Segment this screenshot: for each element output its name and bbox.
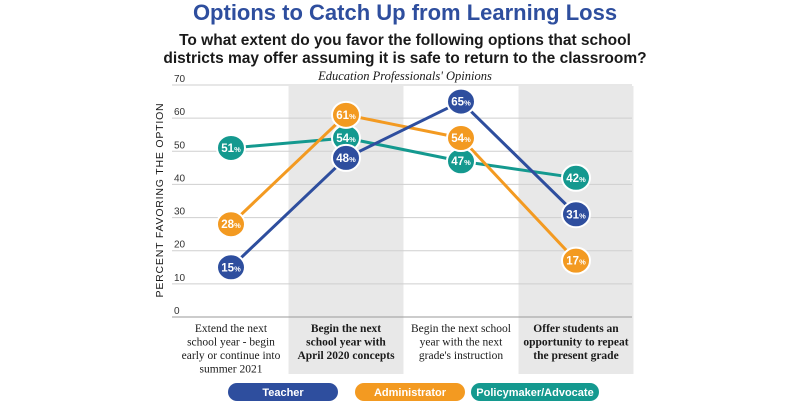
legend-label: Teacher	[262, 387, 304, 399]
data-point: 54%	[446, 124, 476, 153]
y-tick-label: 20	[174, 240, 186, 251]
chart-title: Options to Catch Up from Learning Loss	[193, 0, 617, 25]
chart-subtitle-line-1: To what extent do you favor the followin…	[179, 32, 631, 49]
y-axis-label: PERCENT FAVORING THE OPTION	[154, 103, 166, 298]
category-labels: Extend the next school year - begin early …	[182, 323, 629, 376]
data-label: 54%	[336, 133, 356, 145]
y-tick-label: 70	[174, 74, 186, 85]
series-line-administrator	[229, 113, 578, 262]
data-point: 51%	[216, 133, 246, 162]
data-label: 31%	[566, 209, 586, 221]
data-point: 47%	[446, 147, 476, 176]
legend-item-teacher: Teacher	[228, 383, 338, 401]
y-tick-label: 60	[174, 107, 186, 118]
data-point: 17%	[561, 246, 591, 275]
chart-caption: Education Professionals' Opinions	[317, 69, 492, 83]
series-line-teacher	[229, 100, 578, 269]
y-tick-label: 30	[174, 207, 186, 218]
legend-label: Policymaker/Advocate	[476, 387, 593, 399]
data-label: 28%	[221, 219, 241, 231]
y-tick-label: 0	[174, 306, 180, 317]
data-point: 65%	[446, 87, 476, 116]
data-label: 42%	[566, 173, 586, 185]
data-point: 48%	[331, 143, 361, 172]
legend-label: Administrator	[374, 387, 447, 399]
data-point: 31%	[561, 200, 591, 229]
category-label: Extend the next school year - begin early …	[182, 323, 281, 376]
data-label: 61%	[336, 110, 356, 122]
data-point: 54%	[331, 124, 361, 153]
y-tick-label: 50	[174, 140, 186, 151]
series-line-policymaker-advocate	[230, 136, 577, 180]
category-label: Offer students an opportunity to repeat th…	[523, 323, 628, 362]
data-point: 42%	[561, 163, 591, 192]
legend: Teacher Administrator Policymaker/Advocate	[228, 383, 599, 401]
y-tick-labels: 0 10 20 30 40 50 60 70	[174, 74, 186, 317]
legend-item-policymaker-advocate: Policymaker/Advocate	[471, 383, 599, 401]
category-label: Begin the next school year with the next g…	[411, 323, 511, 362]
data-label: 15%	[221, 262, 241, 274]
data-points: 51% 54% 47% 42% 28% 61% 54% 17% 15% 48% 65% 31%	[216, 87, 591, 282]
legend-item-administrator: Administrator	[355, 383, 465, 401]
data-point: 28%	[216, 210, 246, 239]
gridlines	[172, 84, 632, 318]
data-label: 51%	[221, 143, 241, 155]
data-point: 61%	[331, 100, 361, 129]
shaded-band	[518, 86, 634, 374]
data-point: 15%	[216, 253, 246, 282]
chart-subtitle-line-2: districts may offer assuming it is safe …	[163, 50, 646, 67]
category-label: Begin the next school year with April 2020…	[297, 323, 395, 362]
data-label: 17%	[566, 256, 586, 268]
series-lines	[229, 100, 578, 269]
data-label: 47%	[451, 156, 471, 168]
y-tick-label: 10	[174, 273, 186, 284]
data-label: 65%	[451, 97, 471, 109]
data-label: 48%	[336, 153, 356, 165]
data-label: 54%	[451, 133, 471, 145]
y-tick-label: 40	[174, 173, 186, 184]
